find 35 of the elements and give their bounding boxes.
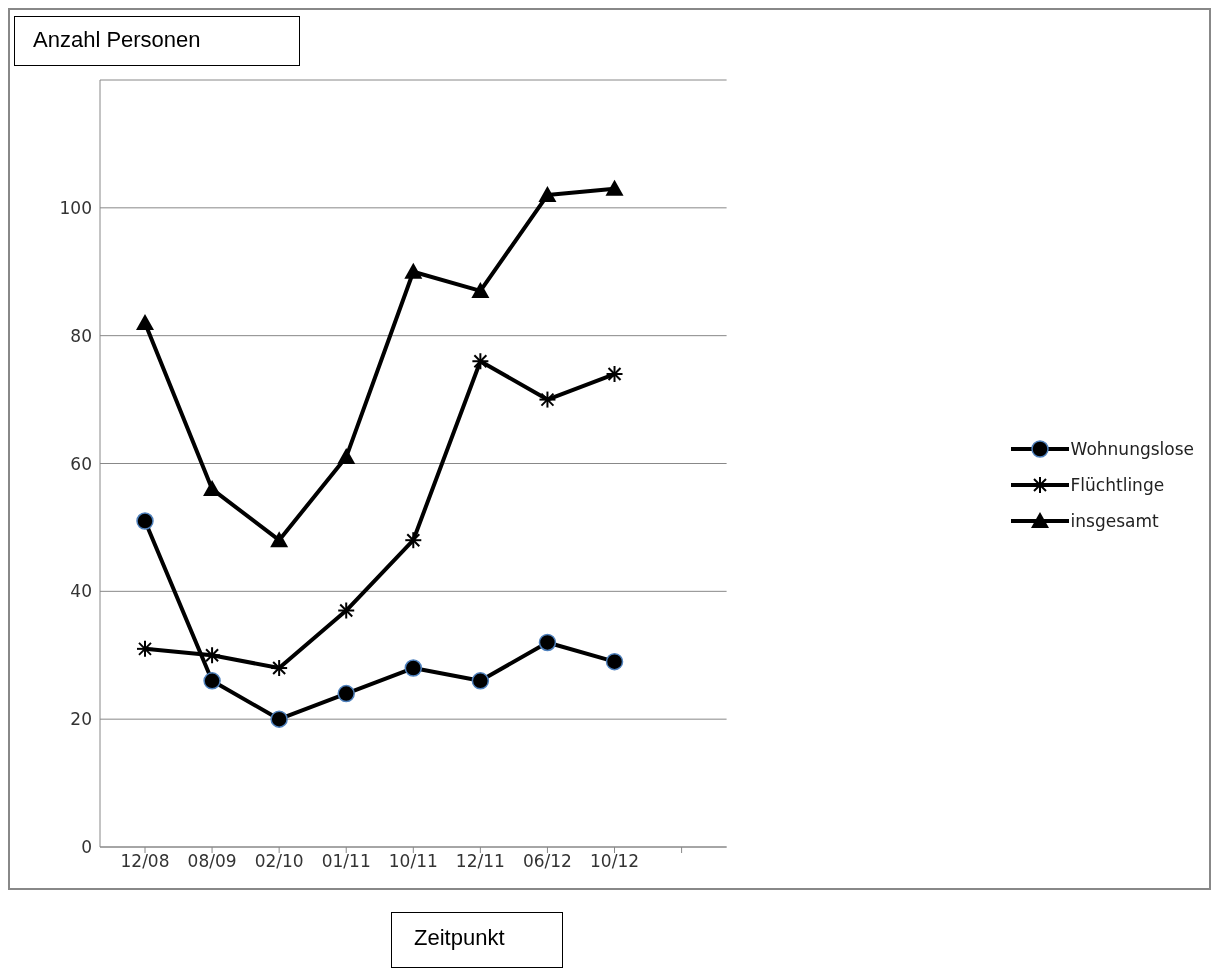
x-axis-title: Zeitpunkt xyxy=(391,912,563,968)
y-tick-label: 80 xyxy=(70,325,92,346)
point xyxy=(203,480,222,497)
point xyxy=(605,652,624,671)
point xyxy=(203,672,221,690)
y-tick-label: 60 xyxy=(70,453,92,474)
x-tick-label: 08/09 xyxy=(187,851,237,872)
x-tick-label: 06/12 xyxy=(522,851,572,872)
x-tick-label: 12/11 xyxy=(455,851,505,872)
y-tick-label: 40 xyxy=(70,581,92,602)
point xyxy=(136,313,154,330)
legend-label: Flüchtlinge xyxy=(1070,474,1165,495)
x-tick-label: 12/08 xyxy=(120,851,170,872)
point xyxy=(136,512,154,530)
legend-label: Wohnungslose xyxy=(1070,438,1194,459)
point xyxy=(471,672,490,690)
point xyxy=(538,633,557,652)
y-tick-label: 0 xyxy=(81,837,92,858)
point xyxy=(404,262,423,279)
x-tick-label: 02/10 xyxy=(254,851,304,872)
point xyxy=(605,179,624,196)
y-axis-title: Anzahl Personen xyxy=(14,16,300,66)
legend-label: insgesamt xyxy=(1070,510,1159,531)
point xyxy=(404,659,423,677)
point xyxy=(337,448,356,465)
point xyxy=(270,710,288,728)
point xyxy=(337,684,355,703)
point xyxy=(270,531,289,548)
x-tick-label: 10/11 xyxy=(388,851,438,872)
x-tick-label: 10/12 xyxy=(590,851,640,872)
point xyxy=(471,281,490,298)
point xyxy=(538,186,557,203)
y-tick-label: 100 xyxy=(59,197,92,218)
x-tick-label: 01/11 xyxy=(321,851,371,872)
y-tick-label: 20 xyxy=(70,709,92,730)
